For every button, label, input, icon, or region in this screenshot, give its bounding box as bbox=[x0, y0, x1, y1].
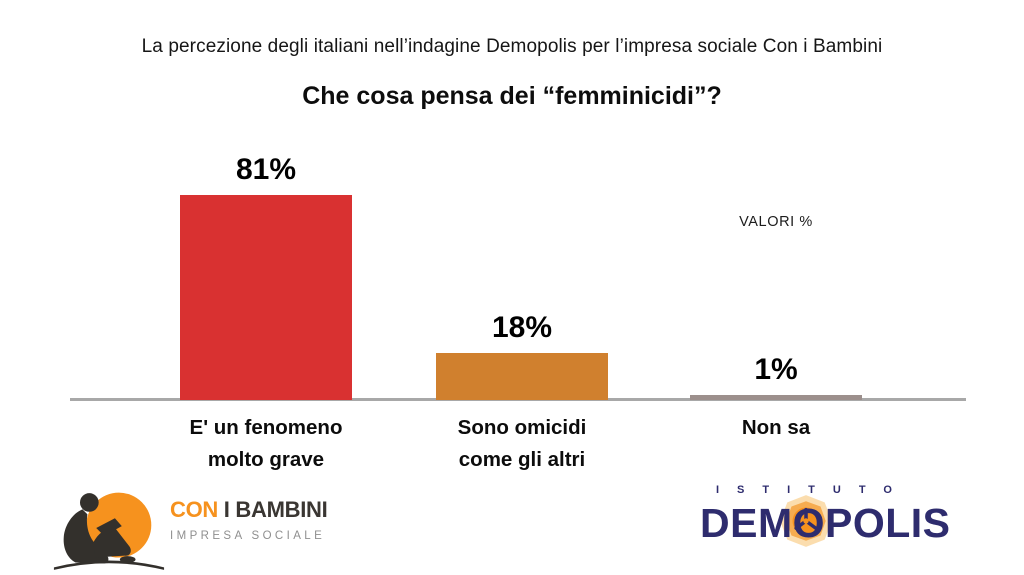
chart-title: Che cosa pensa dei “femminicidi”? bbox=[302, 82, 722, 110]
demopolis-wordmark: DEMOPOLIS bbox=[700, 500, 951, 546]
bar-category-label: Non sa bbox=[741, 416, 811, 439]
bar-value-label: 81% bbox=[235, 153, 297, 186]
bar-group: 1% Non sa bbox=[690, 150, 862, 480]
bar bbox=[690, 395, 862, 400]
istituto-label: ISTITUTO bbox=[716, 484, 910, 496]
con-i-bambini-wordmark: CON I BAMBINI bbox=[170, 497, 328, 522]
demopolis-logo: ISTITUTO DEMOPOLIS bbox=[700, 484, 968, 554]
bar-group: 81% E' un fenomeno molto grave bbox=[180, 150, 352, 480]
con-i-bambini-logo: CON I BAMBINI IMPRESA SOCIALE bbox=[50, 485, 350, 573]
bar bbox=[436, 353, 608, 400]
bar bbox=[180, 195, 352, 400]
demopolis-wheel-icon bbox=[778, 493, 834, 554]
bar-category-label: E' un fenomeno molto grave bbox=[189, 416, 343, 471]
valori-annotation: VALORI % bbox=[739, 214, 813, 230]
bar-category-label: Sono omicidi come gli altri bbox=[457, 416, 587, 471]
impresa-sociale-tagline: IMPRESA SOCIALE bbox=[170, 530, 326, 542]
bar-group: 18% Sono omicidi come gli altri bbox=[436, 150, 608, 480]
bar-value-label: 1% bbox=[754, 353, 798, 386]
chart-subtitle: La percezione degli italiani nell’indagi… bbox=[141, 36, 883, 57]
bar-value-label: 18% bbox=[491, 311, 553, 344]
